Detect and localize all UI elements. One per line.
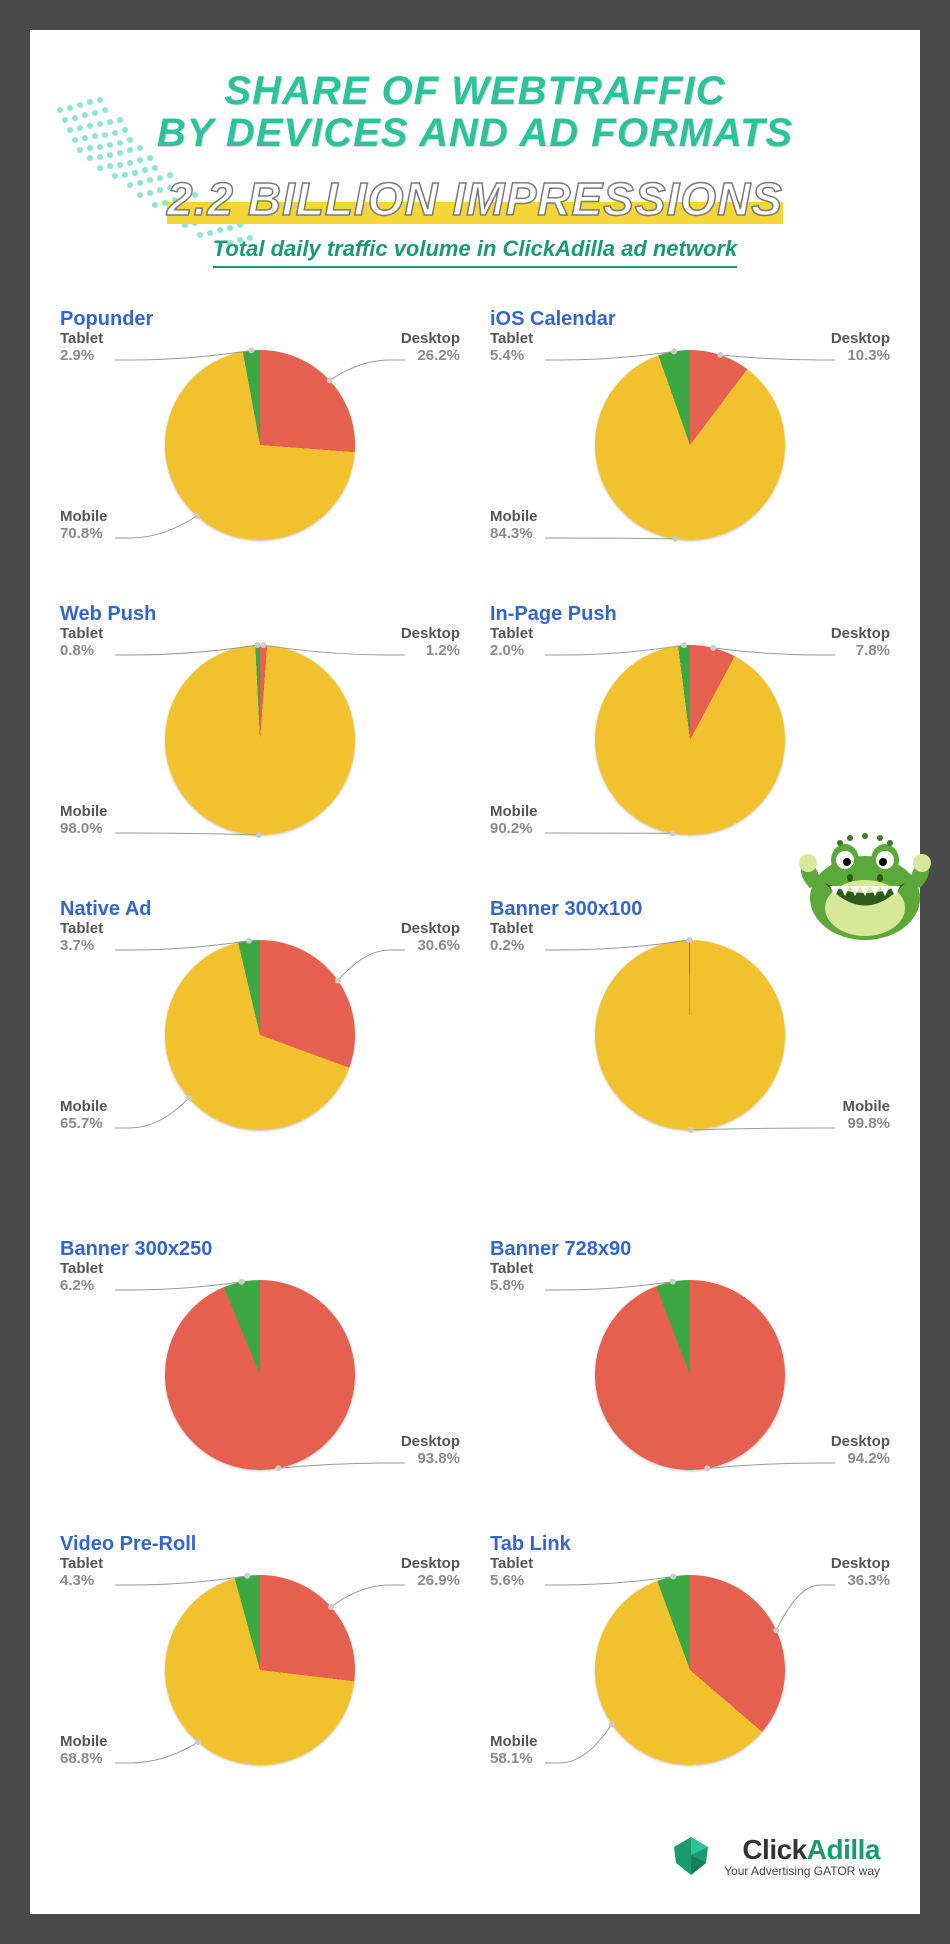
pie-slice-graphic — [165, 350, 355, 540]
segment-label: Mobile90.2% — [490, 803, 538, 838]
pie-wrap — [165, 1575, 355, 1765]
pie-wrap — [165, 645, 355, 835]
chart-title: iOS Calendar — [490, 308, 890, 331]
segment-label: Tablet2.9% — [60, 330, 103, 365]
segment-label: Tablet5.8% — [490, 1260, 533, 1295]
pie-chart-cell: iOS CalendarTablet5.4% Desktop10.3% Mobile… — [490, 308, 890, 578]
segment-label: Desktop1.2% — [401, 625, 460, 660]
pie-chart-cell: Video Pre-RollTablet4.3% Desktop26.9% Mobi… — [60, 1533, 460, 1803]
pie-wrap — [595, 645, 785, 835]
pie-slice-graphic — [165, 1575, 355, 1765]
segment-label: Tablet5.4% — [490, 330, 533, 365]
chart-title: Banner 728x90 — [490, 1238, 890, 1261]
chart-title: Banner 300x250 — [60, 1238, 460, 1261]
segment-label: Tablet4.3% — [60, 1555, 103, 1590]
segment-label: Mobile70.8% — [60, 508, 108, 543]
pie-slice-graphic — [165, 1280, 355, 1470]
pie-slice-graphic — [595, 1280, 785, 1470]
brand-tagline: Your Advertising GATOR way — [724, 1864, 880, 1878]
segment-label: Tablet3.7% — [60, 920, 103, 955]
infographic-page: SHARE OF WEBTRAFFIC BY DEVICES AND AD FO… — [30, 30, 920, 1914]
pie-wrap — [595, 350, 785, 540]
pie-slice-graphic — [165, 940, 355, 1130]
brand-text: ClickAdilla Your Advertising GATOR way — [724, 1834, 880, 1878]
pie-chart-cell: Banner 728x90Tablet5.8% Desktop94.2% — [490, 1238, 890, 1508]
title-line-1: SHARE OF WEBTRAFFIC — [60, 70, 890, 112]
pie-slice-graphic — [595, 940, 785, 1130]
impressions-text: 2.2 BILLION IMPRESSIONS — [167, 172, 783, 226]
pie-wrap — [165, 1280, 355, 1470]
chart-title: Native Ad — [60, 898, 460, 921]
pie-slice-graphic — [595, 1575, 785, 1765]
brand-name: ClickAdilla — [724, 1834, 880, 1866]
segment-label: Tablet5.6% — [490, 1555, 533, 1590]
pie-wrap — [595, 1280, 785, 1470]
segment-label: Desktop26.9% — [401, 1555, 460, 1590]
segment-label: Tablet2.0% — [490, 625, 533, 660]
pie-slice-graphic — [595, 350, 785, 540]
chart-title: Popunder — [60, 308, 460, 331]
segment-label: Tablet6.2% — [60, 1260, 103, 1295]
pie-slice-graphic — [165, 645, 355, 835]
footer: ClickAdilla Your Advertising GATOR way — [60, 1833, 890, 1884]
segment-label: Desktop93.8% — [401, 1433, 460, 1468]
pie-chart-cell: Tab LinkTablet5.6% Desktop36.3% Mobile58.1… — [490, 1533, 890, 1803]
pie-wrap — [595, 940, 785, 1130]
segment-label: Desktop30.6% — [401, 920, 460, 955]
brand-logo-icon — [668, 1833, 714, 1879]
segment-label: Tablet0.8% — [60, 625, 103, 660]
pie-slice-graphic — [595, 645, 785, 835]
brand-name-1: Click — [742, 1834, 806, 1865]
chart-title: Web Push — [60, 603, 460, 626]
chart-title: Video Pre-Roll — [60, 1533, 460, 1556]
segment-label: Mobile68.8% — [60, 1733, 108, 1768]
segment-label: Mobile84.3% — [490, 508, 538, 543]
pie-wrap — [165, 940, 355, 1130]
segment-label: Desktop7.8% — [831, 625, 890, 660]
brand-name-2: Adilla — [807, 1834, 880, 1865]
subtitle-text: Total daily traffic volume in ClickAdill… — [213, 236, 737, 268]
segment-label: Desktop26.2% — [401, 330, 460, 365]
segment-label: Mobile99.8% — [843, 1098, 891, 1133]
pie-wrap — [165, 350, 355, 540]
impressions-banner: 2.2 BILLION IMPRESSIONS — [167, 172, 783, 226]
pie-wrap — [595, 1575, 785, 1765]
segment-label: Mobile58.1% — [490, 1733, 538, 1768]
charts-grid: PopunderTablet2.9% Desktop26.2% Mobile70.8… — [60, 308, 890, 1803]
segment-label: Desktop94.2% — [831, 1433, 890, 1468]
segment-label: Mobile98.0% — [60, 803, 108, 838]
segment-label: Mobile65.7% — [60, 1098, 108, 1133]
brand-block: ClickAdilla Your Advertising GATOR way — [668, 1833, 880, 1879]
chart-title: In-Page Push — [490, 603, 890, 626]
chart-title: Tab Link — [490, 1533, 890, 1556]
pie-chart-cell: Banner 300x250Tablet6.2% Desktop93.8% — [60, 1238, 460, 1508]
segment-label: Tablet0.2% — [490, 920, 533, 955]
pie-chart-cell: PopunderTablet2.9% Desktop26.2% Mobile70.8… — [60, 308, 460, 578]
title-line-2: BY DEVICES AND AD FORMATS — [60, 112, 890, 154]
pie-chart-cell: Web PushTablet0.8% Desktop1.2% Mobile98.0% — [60, 603, 460, 873]
header: SHARE OF WEBTRAFFIC BY DEVICES AND AD FO… — [60, 70, 890, 268]
pie-chart-cell: Native AdTablet3.7% Desktop30.6% Mobile65.… — [60, 898, 460, 1168]
gator-mascot-icon — [790, 788, 940, 968]
segment-label: Desktop36.3% — [831, 1555, 890, 1590]
segment-label: Desktop10.3% — [831, 330, 890, 365]
